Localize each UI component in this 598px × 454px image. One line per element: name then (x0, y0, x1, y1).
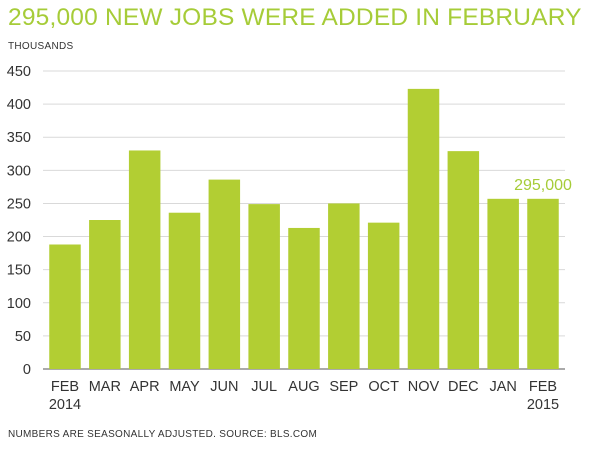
y-tick-label: 0 (23, 362, 31, 378)
bar (168, 212, 201, 369)
bar (527, 198, 559, 369)
bar-annotation: 295,000 (514, 177, 572, 194)
bar (447, 151, 480, 369)
y-tick-label: 50 (15, 329, 31, 345)
bar (248, 204, 280, 369)
y-tick-label: 450 (7, 64, 31, 80)
y-axis-units-label: THOUSANDS (8, 41, 74, 52)
bar (128, 150, 161, 369)
x-tick-label: JAN (489, 379, 516, 395)
x-tick-label: SEP (329, 379, 358, 395)
x-axis-ticks: FEB 2014 MAR APR MAY JUN JUL AUG SEP OCT NOV DEC JAN… (49, 379, 559, 413)
chart-title: 295,000 NEW JOBS WERE ADDED IN FEBRUARY (8, 4, 582, 31)
bar (487, 198, 519, 369)
x-tick-label: AUG (288, 379, 319, 395)
x-tick-label: OCT (368, 379, 399, 395)
x-tick-label: MAR (89, 379, 121, 395)
y-axis-ticks: 0 50 100 150 200 250 300 350 400 450 (7, 64, 31, 378)
y-tick-label: 300 (7, 163, 31, 179)
annotations: 295,000 (514, 177, 572, 194)
footnote: NUMBERS ARE SEASONALLY ADJUSTED. SOURCE:… (8, 429, 318, 440)
x-tick-label: JUL (251, 379, 277, 395)
x-tick-label: FEB 2015 (527, 379, 559, 413)
bar (89, 220, 121, 369)
bars (49, 88, 559, 369)
y-tick-label: 250 (7, 196, 31, 212)
x-tick-label: APR (130, 379, 160, 395)
x-tick-label: JUN (210, 379, 238, 395)
y-tick-label: 350 (7, 130, 31, 146)
bar (407, 88, 440, 369)
bar (328, 203, 360, 369)
y-tick-label: 150 (7, 263, 31, 279)
x-tick-label: DEC (448, 379, 479, 395)
bar (208, 179, 241, 369)
y-tick-label: 200 (7, 230, 31, 246)
x-tick-label: MAY (169, 379, 200, 395)
y-tick-label: 100 (7, 296, 31, 312)
bar (288, 227, 320, 369)
bar (49, 244, 81, 369)
x-tick-label: NOV (408, 379, 440, 395)
x-tick-label: FEB 2014 (49, 379, 81, 413)
bar (367, 222, 400, 369)
y-tick-label: 400 (7, 97, 31, 113)
